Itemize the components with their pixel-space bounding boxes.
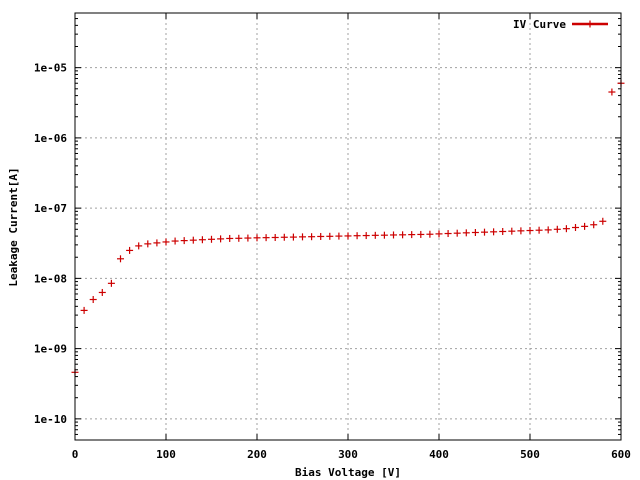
data-point [189,236,197,244]
data-point [280,233,288,241]
data-point [462,229,470,237]
y-tick-label: 1e-06 [34,132,67,145]
data-point [208,235,215,243]
data-point [417,230,425,238]
data-point [171,237,179,245]
data-point [353,232,361,240]
x-tick-label: 100 [156,448,176,461]
data-point [180,237,188,245]
data-point [380,231,388,239]
data-point [262,234,270,242]
y-tick-label: 1e-09 [34,343,67,356]
data-point [608,88,616,96]
data-point [253,234,261,242]
data-point [590,221,598,229]
data-point [435,230,443,238]
data-point [371,231,379,239]
y-tick-label: 1e-07 [34,202,67,215]
data-point [217,235,225,243]
data-point [144,240,152,248]
data-point [544,226,552,234]
y-tick-label: 1e-10 [34,413,67,426]
x-tick-label: 500 [520,448,540,461]
data-point [235,234,243,242]
data-point [117,255,124,263]
data-point [490,228,498,236]
data-points [71,79,625,376]
data-point [80,306,88,314]
y-tick-label: 1e-08 [34,272,67,285]
data-point [390,231,397,239]
data-point [89,296,97,304]
data-point [444,230,452,238]
data-point [481,228,488,236]
data-point [553,225,561,233]
x-tick-label: 300 [338,448,358,461]
data-point [599,217,607,225]
legend-label: IV Curve [513,18,566,31]
data-point [362,232,370,240]
data-point [453,229,461,237]
data-point [289,233,297,241]
data-point [562,225,570,233]
plot-frame [74,12,622,441]
legend-plus-marker [586,20,594,28]
x-tick-label: 0 [72,448,79,461]
x-axis-label: Bias Voltage [V] [295,466,401,479]
data-point [98,288,106,296]
data-point [107,279,115,287]
data-point [244,234,252,242]
data-point [344,232,352,240]
data-point [153,239,161,247]
data-point [299,233,306,241]
x-tick-label: 600 [611,448,631,461]
data-point [499,227,507,235]
data-point [526,227,534,235]
data-point [399,231,407,239]
data-point [408,231,416,239]
data-point [308,233,316,241]
data-point [226,234,234,242]
x-tick-label: 400 [429,448,449,461]
data-point [426,230,434,238]
data-point [508,227,516,235]
grid [75,13,621,440]
data-point [317,232,325,240]
axis-ticks: 0 100 200 300 400 500 600 1e-10 1e-09 1e-08 1e-07 1… [34,13,631,461]
data-point [135,242,143,250]
legend-marker-swatch [586,20,594,28]
x-tick-label: 200 [247,448,267,461]
legend: IV Curve [513,18,608,31]
data-point [326,232,334,240]
data-point [581,222,589,230]
data-point [162,238,170,246]
data-point [572,224,579,232]
y-tick-label: 1e-05 [34,62,67,75]
data-point [517,227,525,235]
data-point [335,232,343,240]
data-point [198,236,206,244]
data-point [126,246,134,254]
data-point [535,226,543,234]
data-point [471,228,479,236]
data-point [271,233,279,241]
y-axis-label: Leakage Current[A] [7,167,20,286]
